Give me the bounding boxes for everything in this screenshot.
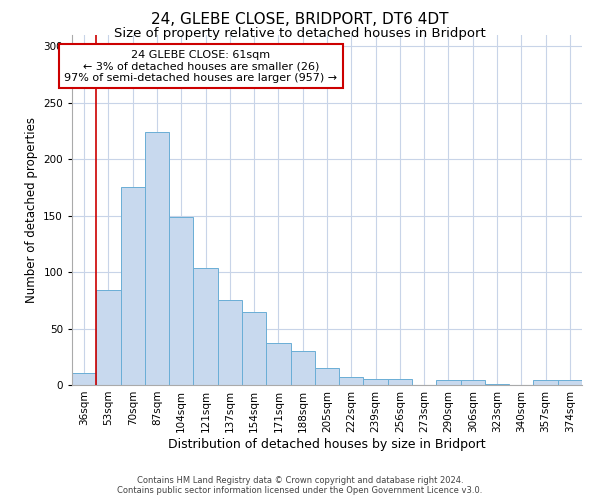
Bar bbox=[436, 380, 461, 385]
Bar bbox=[218, 300, 242, 385]
Bar bbox=[485, 384, 509, 385]
Bar bbox=[266, 343, 290, 385]
Bar bbox=[96, 290, 121, 385]
Bar bbox=[145, 132, 169, 385]
Bar bbox=[72, 372, 96, 385]
Bar bbox=[364, 380, 388, 385]
X-axis label: Distribution of detached houses by size in Bridport: Distribution of detached houses by size … bbox=[168, 438, 486, 450]
Bar bbox=[121, 188, 145, 385]
Bar bbox=[290, 351, 315, 385]
Text: 24 GLEBE CLOSE: 61sqm
← 3% of detached houses are smaller (26)
97% of semi-detac: 24 GLEBE CLOSE: 61sqm ← 3% of detached h… bbox=[64, 50, 337, 83]
Bar bbox=[388, 380, 412, 385]
Bar bbox=[242, 312, 266, 385]
Bar bbox=[461, 380, 485, 385]
Text: Contains HM Land Registry data © Crown copyright and database right 2024.
Contai: Contains HM Land Registry data © Crown c… bbox=[118, 476, 482, 495]
Bar bbox=[533, 380, 558, 385]
Bar bbox=[169, 217, 193, 385]
Text: 24, GLEBE CLOSE, BRIDPORT, DT6 4DT: 24, GLEBE CLOSE, BRIDPORT, DT6 4DT bbox=[151, 12, 449, 28]
Bar bbox=[558, 380, 582, 385]
Bar bbox=[315, 368, 339, 385]
Y-axis label: Number of detached properties: Number of detached properties bbox=[25, 117, 38, 303]
Text: Size of property relative to detached houses in Bridport: Size of property relative to detached ho… bbox=[114, 28, 486, 40]
Bar bbox=[339, 377, 364, 385]
Bar bbox=[193, 268, 218, 385]
